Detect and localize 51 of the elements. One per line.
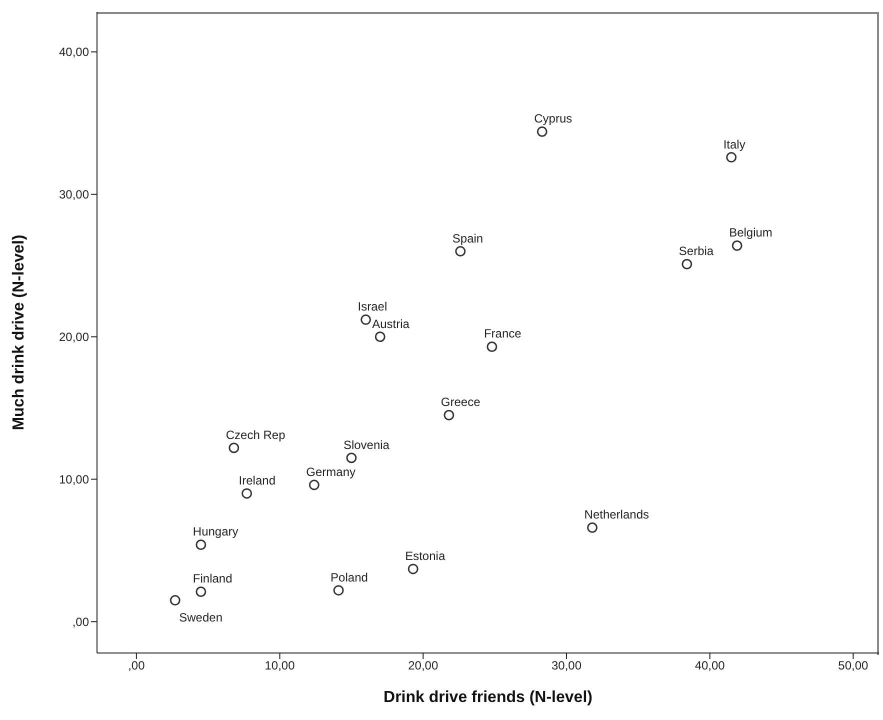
annotation: Czech Rep [226, 428, 286, 442]
annotation: France [484, 326, 522, 341]
annotation: Italy [723, 137, 746, 152]
annotation: Finland [192, 572, 232, 586]
point [444, 410, 454, 420]
x-tick-label: 20,00 [408, 658, 438, 673]
point [228, 442, 240, 454]
y-axis-title: Much drink drive (N-level) [10, 234, 28, 430]
y-tick-label: ,00 [72, 614, 90, 629]
point [455, 246, 466, 257]
annotation: Austria [372, 316, 410, 331]
y-tick-label: 30,00 [58, 188, 90, 202]
point [242, 488, 252, 499]
annotation: Greece [440, 395, 481, 410]
annotation: Cyprus [534, 112, 572, 126]
point [486, 341, 498, 352]
point [308, 480, 320, 490]
point [732, 240, 742, 251]
point [346, 452, 357, 464]
x-tick-label: 10,00 [264, 658, 296, 673]
y-tick-label: 10,00 [58, 472, 90, 486]
x-axis-title: Drink drive friends (N-level) [384, 689, 592, 706]
point [196, 586, 206, 597]
annotation: Ireland [238, 473, 276, 488]
point [170, 595, 180, 606]
x-tick-label: 50,00 [838, 658, 869, 673]
point [408, 564, 418, 574]
y-tick-label: 20,00 [58, 330, 90, 344]
annotation: Slovenia [343, 438, 390, 452]
annotation: Sweden [179, 610, 223, 624]
point [682, 258, 692, 270]
point [360, 314, 372, 325]
annotation: Belgium [729, 226, 772, 240]
annotation: Germany [306, 464, 356, 479]
point [196, 539, 206, 550]
annotation: Estonia [405, 548, 446, 563]
annotation: Serbia [678, 244, 714, 258]
x-tick-label: 40,00 [694, 658, 726, 673]
x-tick-label: ,00 [128, 658, 146, 673]
annotation: Netherlands [584, 508, 650, 522]
annotation: Hungary [192, 524, 238, 539]
point [587, 522, 598, 533]
point [374, 332, 386, 342]
annotation: Spain [452, 231, 484, 246]
x-tick-label: 30,00 [551, 658, 582, 673]
point [536, 126, 548, 137]
point [726, 152, 737, 163]
y-tick-label: 40,00 [58, 45, 90, 60]
point [333, 585, 344, 596]
annotation: Israel [358, 300, 388, 314]
annotation: Poland [330, 570, 368, 584]
